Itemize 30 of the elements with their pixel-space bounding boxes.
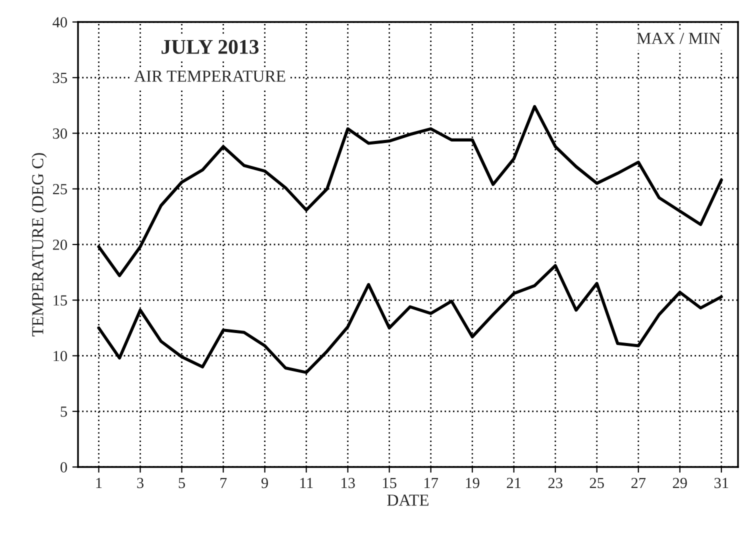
x-tick-label: 21: [506, 478, 521, 488]
x-tick-label: 29: [672, 478, 687, 488]
y-tick-label: 20: [52, 240, 67, 250]
x-tick-label: 1: [96, 478, 102, 488]
x-tick-label: 7: [220, 478, 227, 488]
y-tick-label: 5: [60, 406, 67, 417]
y-tick-label: 30: [53, 128, 67, 139]
annotation: MAX / MIN: [636, 32, 720, 44]
y-tick-label: 10: [54, 350, 67, 362]
text: AIR TEMPERATURE: [134, 70, 286, 82]
x-tick-label: 19: [466, 478, 480, 488]
y-tick-label: 15: [54, 295, 67, 306]
x-axis-title: DATE: [387, 494, 428, 506]
x-tick-label: 27: [631, 478, 646, 488]
y-tick-label: 0: [60, 462, 67, 472]
x-tick-label: 3: [137, 478, 144, 488]
x-tick-label: 23: [548, 478, 562, 488]
y-tick-label: 35: [53, 72, 67, 84]
y-tick-label: 25: [52, 184, 67, 194]
x-tick-label: 31: [714, 478, 728, 488]
x-tick-label: 13: [342, 478, 355, 488]
text: JULY 2013: [162, 40, 259, 54]
y-tick-label: 40: [52, 17, 67, 28]
x-tick-label: 25: [590, 478, 604, 488]
x-tick-label: 11: [300, 478, 313, 488]
y-axis-title: TEMPERATURE (DEG C): [32, 153, 47, 336]
x-tick-label: 17: [424, 478, 438, 488]
x-tick-label: 9: [261, 478, 268, 488]
x-tick-label: 5: [178, 478, 185, 488]
x-tick-label: 15: [383, 478, 396, 488]
